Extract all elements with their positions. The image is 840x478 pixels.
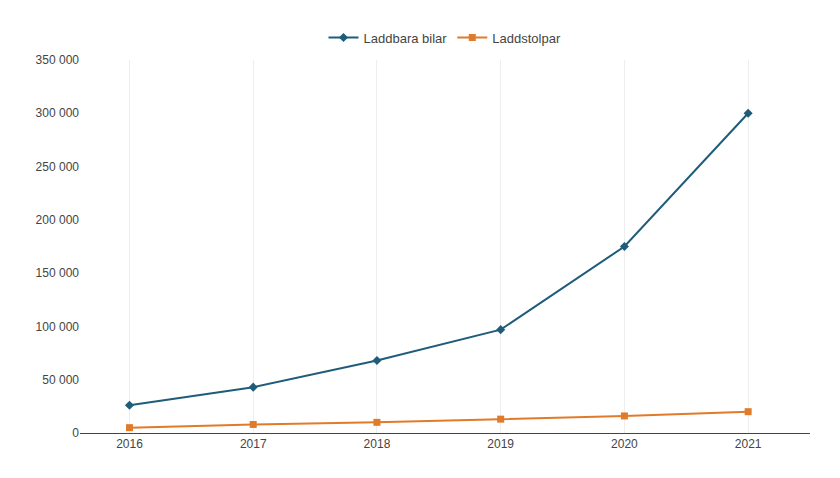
svg-text:100 000: 100 000 xyxy=(36,320,80,334)
svg-text:50 000: 50 000 xyxy=(42,373,79,387)
svg-text:300 000: 300 000 xyxy=(36,106,80,120)
svg-text:2019: 2019 xyxy=(487,437,514,451)
svg-text:0: 0 xyxy=(72,426,79,440)
svg-text:Laddbara bilar: Laddbara bilar xyxy=(364,31,448,46)
svg-text:Laddstolpar: Laddstolpar xyxy=(492,31,561,46)
svg-text:2016: 2016 xyxy=(116,437,143,451)
svg-text:2018: 2018 xyxy=(364,437,391,451)
svg-text:2021: 2021 xyxy=(735,437,762,451)
svg-text:150 000: 150 000 xyxy=(36,266,80,280)
svg-text:350 000: 350 000 xyxy=(36,53,80,67)
svg-text:200 000: 200 000 xyxy=(36,213,80,227)
svg-text:2017: 2017 xyxy=(240,437,267,451)
svg-text:250 000: 250 000 xyxy=(36,160,80,174)
svg-text:2020: 2020 xyxy=(611,437,638,451)
